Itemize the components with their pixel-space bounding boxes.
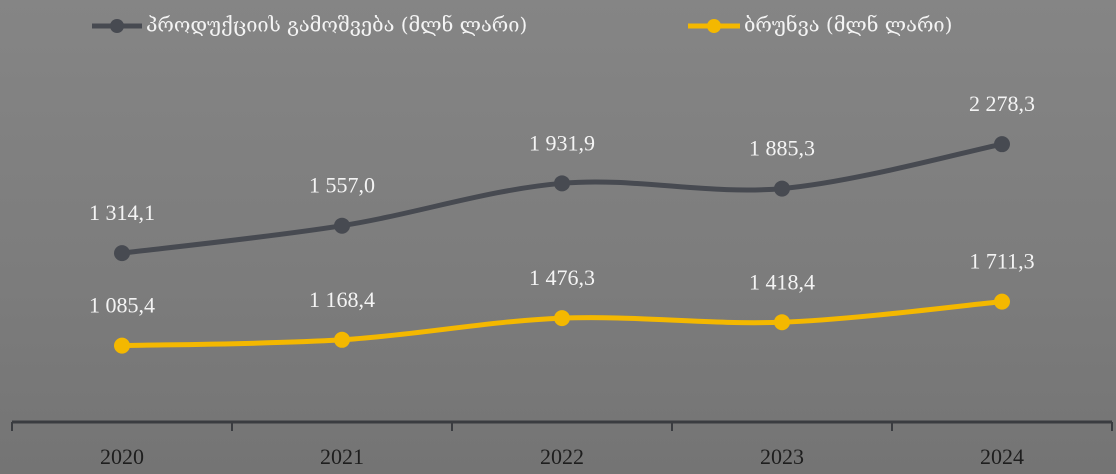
point xyxy=(554,175,570,192)
x-tick-label: 2024 xyxy=(980,444,1024,469)
legend-label: პროდუქციის გამოშვება (მლნ ლარი) xyxy=(146,13,527,37)
point xyxy=(114,245,130,262)
data-label: 1 476,3 xyxy=(529,265,595,290)
point xyxy=(334,217,350,234)
point xyxy=(554,310,570,327)
legend-marker xyxy=(110,19,124,33)
legend-marker xyxy=(707,19,721,33)
x-tick-label: 2022 xyxy=(540,444,584,469)
series-line xyxy=(121,141,1003,256)
data-label: 1 418,4 xyxy=(749,269,815,294)
point xyxy=(774,180,790,197)
point xyxy=(994,293,1010,310)
x-tick-label: 2021 xyxy=(320,444,364,469)
legend-label: ბრუნვა (მლნ ლარი) xyxy=(744,13,952,37)
point xyxy=(114,337,130,354)
data-label: 1 314,1 xyxy=(89,200,155,225)
point xyxy=(334,331,350,348)
point xyxy=(994,136,1010,153)
x-tick-label: 2023 xyxy=(760,444,804,469)
data-label: 1 557,0 xyxy=(309,173,375,198)
x-tick-label: 2020 xyxy=(100,444,144,469)
data-label: 1 085,4 xyxy=(89,293,155,318)
data-label: 1 931,9 xyxy=(529,130,595,155)
data-label: 2 278,3 xyxy=(969,91,1035,116)
point xyxy=(774,314,790,331)
data-label: 1 168,4 xyxy=(309,287,375,312)
data-label: 1 885,3 xyxy=(749,136,815,161)
data-label: 1 711,3 xyxy=(969,249,1034,274)
